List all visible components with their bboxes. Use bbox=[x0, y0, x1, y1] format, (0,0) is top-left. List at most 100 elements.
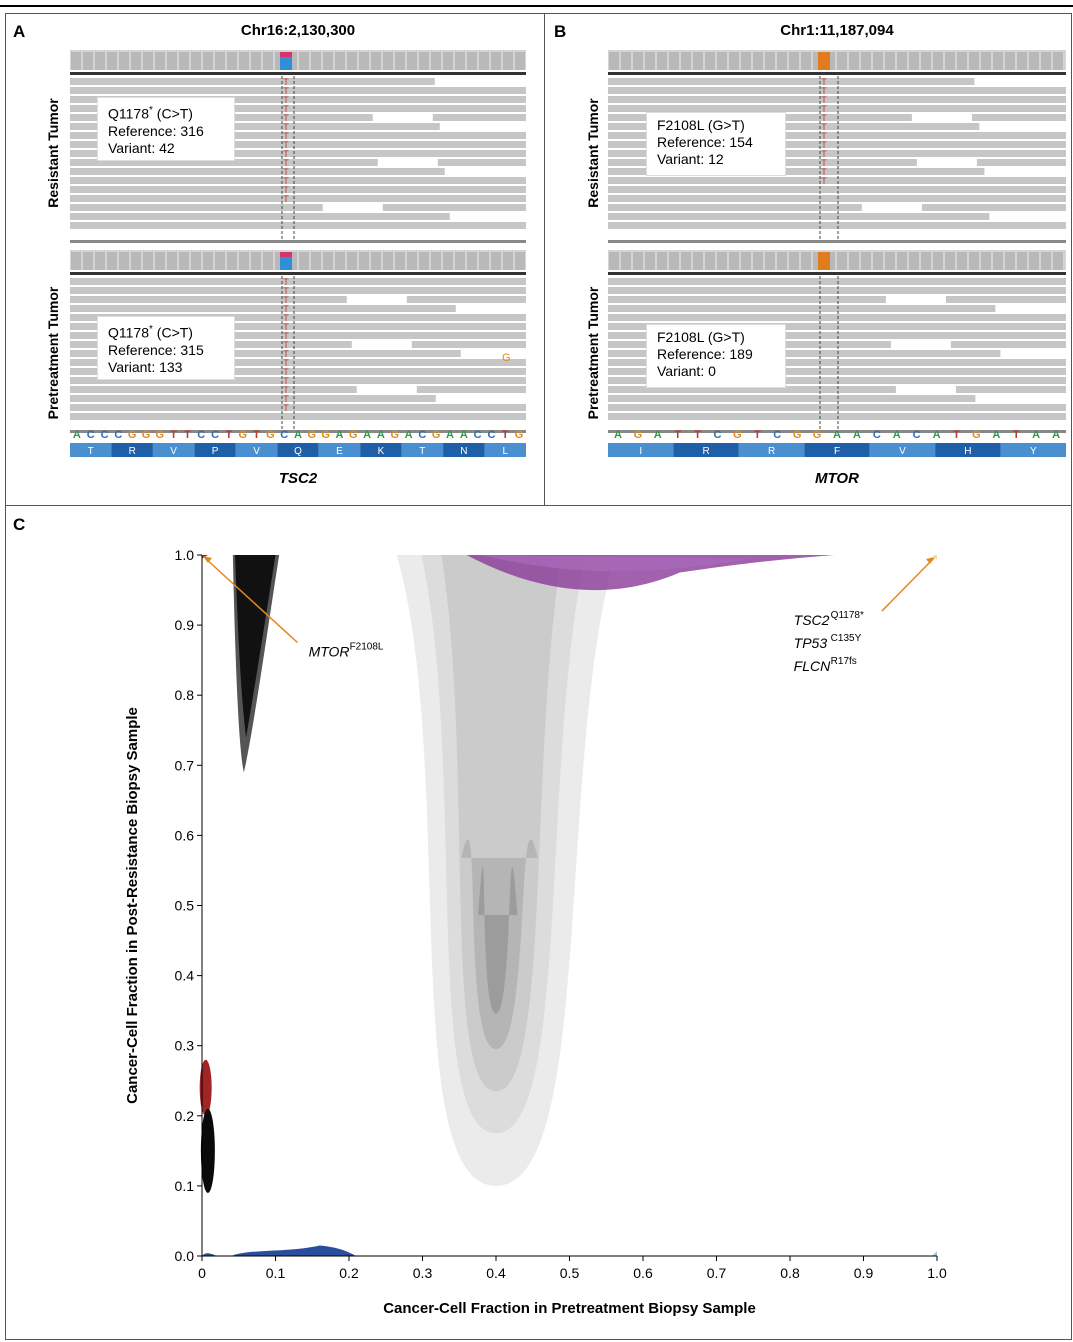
y-tick-label: 0.8 bbox=[175, 687, 195, 703]
reference-count: Reference: 189 bbox=[657, 346, 753, 362]
coverage-bar bbox=[491, 252, 501, 270]
coverage-bar bbox=[143, 52, 153, 70]
annotation-gene-sup: Q1178* bbox=[831, 610, 864, 621]
y-tick-label: 0.5 bbox=[175, 898, 195, 914]
sequence-base: T bbox=[253, 429, 260, 441]
annotation-gene: TP53 bbox=[794, 635, 828, 651]
read bbox=[70, 287, 526, 294]
read bbox=[70, 323, 526, 330]
coverage-bar bbox=[909, 52, 919, 70]
coverage-bar bbox=[837, 52, 847, 70]
coverage-bar bbox=[945, 52, 955, 70]
coverage-bar bbox=[729, 252, 739, 270]
coverage-bar bbox=[1017, 252, 1027, 270]
panel-b-title: Chr1:11,187,094 bbox=[780, 22, 894, 39]
read bbox=[70, 222, 526, 229]
annotation-gene: TSC2 bbox=[794, 612, 830, 628]
coverage-bar bbox=[1029, 52, 1039, 70]
coverage-bar bbox=[933, 52, 943, 70]
panel-b-pretreatment-label: Pretreatment Tumor bbox=[585, 286, 601, 420]
amino-acid-label: Q bbox=[294, 446, 302, 457]
coverage-bar bbox=[191, 52, 201, 70]
read bbox=[70, 168, 526, 175]
read bbox=[70, 87, 526, 94]
coverage-bar bbox=[1041, 52, 1051, 70]
read bbox=[608, 123, 1066, 130]
read bbox=[608, 278, 1066, 285]
coverage-bar bbox=[431, 52, 441, 70]
coverage-bar bbox=[203, 52, 213, 70]
annotation-mtor: MTOR bbox=[309, 644, 350, 660]
sequence-base: G bbox=[349, 429, 358, 441]
amino-acid-cell bbox=[738, 443, 805, 457]
coverage-bar bbox=[945, 252, 955, 270]
coverage-bar bbox=[143, 252, 153, 270]
coverage-bar bbox=[179, 252, 189, 270]
amino-acid-label: P bbox=[212, 446, 219, 457]
reference-count: Reference: 154 bbox=[657, 134, 753, 150]
x-tick-label: 0.5 bbox=[560, 1265, 580, 1281]
read bbox=[70, 305, 526, 312]
read-gap bbox=[890, 341, 951, 348]
read bbox=[70, 159, 526, 166]
variant-base: T bbox=[821, 86, 827, 96]
variant-base: T bbox=[283, 131, 289, 141]
sequence-base: T bbox=[694, 429, 701, 441]
read bbox=[608, 213, 1066, 220]
coverage-bar bbox=[609, 52, 619, 70]
coverage-bar bbox=[705, 52, 715, 70]
read bbox=[608, 177, 1066, 184]
sequence-base: G bbox=[156, 429, 165, 441]
variant-base: T bbox=[821, 140, 827, 150]
coverage-bar bbox=[609, 252, 619, 270]
coverage-bar bbox=[335, 52, 345, 70]
read bbox=[608, 314, 1066, 321]
read-gap bbox=[460, 350, 526, 357]
density-contour bbox=[441, 555, 562, 1092]
coverage-bar bbox=[681, 52, 691, 70]
density-contour-blue bbox=[202, 1245, 357, 1256]
coverage-bar bbox=[299, 52, 309, 70]
density-contour-black-small bbox=[200, 1108, 215, 1193]
coverage-bar bbox=[95, 252, 105, 270]
sequence-base: G bbox=[390, 429, 399, 441]
read bbox=[608, 305, 1066, 312]
coverage-bar bbox=[861, 252, 871, 270]
amino-acid-cell bbox=[608, 443, 674, 457]
coverage-bar bbox=[957, 52, 967, 70]
coverage-bar bbox=[753, 252, 763, 270]
coverage-bar bbox=[669, 252, 679, 270]
sequence-base: T bbox=[502, 429, 509, 441]
amino-acid-cell bbox=[277, 443, 319, 457]
sequence-base: T bbox=[953, 429, 960, 441]
variant-base: T bbox=[283, 304, 289, 314]
read bbox=[608, 105, 1066, 112]
x-tick-label: 0.7 bbox=[707, 1265, 727, 1281]
read-gap bbox=[885, 296, 946, 303]
coverage-bar bbox=[645, 252, 655, 270]
coverage-bar bbox=[119, 252, 129, 270]
read-gap bbox=[346, 296, 407, 303]
read bbox=[70, 377, 526, 384]
panel-a-pretreatment-infobox: Q1178* (C>T) Reference: 315 Variant: 133 bbox=[97, 316, 235, 380]
coverage-bar bbox=[443, 52, 453, 70]
x-tick-label: 0.2 bbox=[339, 1265, 359, 1281]
read bbox=[608, 195, 1066, 202]
block-separator bbox=[70, 430, 526, 433]
sequence-base: T bbox=[1013, 429, 1020, 441]
coverage-bar bbox=[1017, 52, 1027, 70]
read-gap bbox=[372, 114, 433, 121]
coverage-bar bbox=[371, 52, 381, 70]
coverage-bar bbox=[957, 252, 967, 270]
read-gap bbox=[1000, 350, 1066, 357]
coverage-bar bbox=[693, 252, 703, 270]
read-gap bbox=[995, 305, 1066, 312]
coverage-bar bbox=[455, 52, 465, 70]
coverage-bar bbox=[765, 252, 775, 270]
coverage-bar bbox=[621, 252, 631, 270]
sequence-base: C bbox=[487, 429, 495, 441]
coverage-bar bbox=[693, 52, 703, 70]
coverage-bar bbox=[801, 252, 811, 270]
sequence-base: G bbox=[238, 429, 247, 441]
coverage-bar bbox=[407, 252, 417, 270]
